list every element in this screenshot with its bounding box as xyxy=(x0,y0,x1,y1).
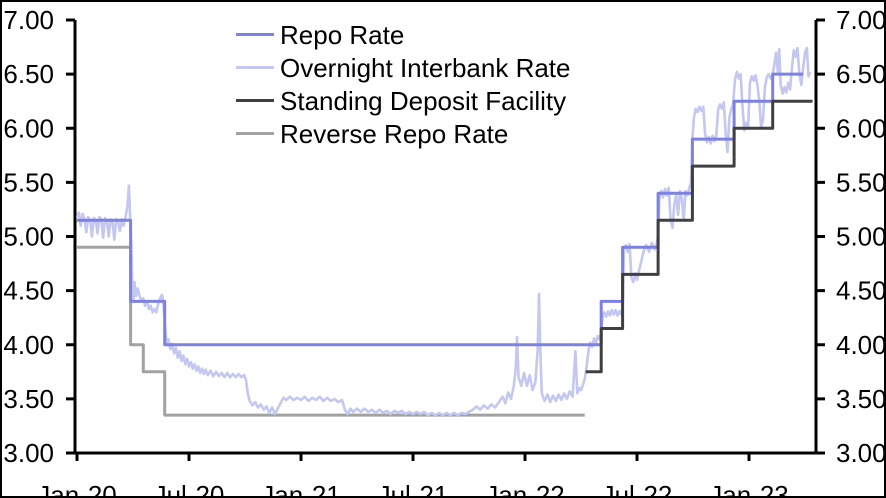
legend-label-repo-rate: Repo Rate xyxy=(280,19,405,50)
legend-label-overnight-interbank-rate: Overnight Interbank Rate xyxy=(280,52,571,83)
y-axis-label-right: 3.00 xyxy=(836,438,886,468)
y-axis-label-left: 6.50 xyxy=(3,59,54,89)
x-axis-label: Jan-22 xyxy=(485,480,565,498)
legend-item-repo-rate: Repo Rate xyxy=(236,18,571,51)
x-axis-label: Jul-20 xyxy=(154,480,225,498)
legend-item-overnight-interbank-rate: Overnight Interbank Rate xyxy=(236,51,571,84)
x-axis-label: Jan-21 xyxy=(261,480,341,498)
legend-line-swatch-repo-rate xyxy=(236,33,274,36)
legend-label-reverse-repo-rate: Reverse Repo Rate xyxy=(280,118,509,149)
x-axis-label: Jan-23 xyxy=(709,480,789,498)
legend: Repo Rate Overnight Interbank Rate Stand… xyxy=(236,18,571,150)
series-line-overnight-interbank-rate xyxy=(75,46,812,417)
y-axis-label-right: 5.50 xyxy=(836,167,886,197)
y-axis-label-left: 5.50 xyxy=(3,167,54,197)
legend-item-reverse-repo-rate: Reverse Repo Rate xyxy=(236,117,571,150)
y-axis-label-left: 6.00 xyxy=(3,113,54,143)
legend-line-swatch-standing-deposit-facility xyxy=(236,99,274,102)
legend-label-standing-deposit-facility: Standing Deposit Facility xyxy=(280,85,567,116)
y-axis-label-right: 7.00 xyxy=(836,5,886,35)
y-axis-label-left: 3.50 xyxy=(3,384,54,414)
y-axis-label-left: 4.00 xyxy=(3,330,54,360)
y-axis-label-right: 4.00 xyxy=(836,330,886,360)
legend-line-swatch-overnight-interbank-rate xyxy=(236,66,274,69)
y-axis-label-left: 7.00 xyxy=(3,5,54,35)
y-axis-label-left: 3.00 xyxy=(3,438,54,468)
y-axis-label-left: 5.00 xyxy=(3,222,54,252)
x-axis-label: Jul-22 xyxy=(602,480,673,498)
series-line-repo-rate xyxy=(77,72,804,347)
series-line-reverse-repo-rate xyxy=(77,245,585,417)
series-line-standing-deposit-facility xyxy=(585,99,813,374)
y-axis-label-right: 6.00 xyxy=(836,113,886,143)
y-axis-label-right: 6.50 xyxy=(836,59,886,89)
x-axis-label: Jul-21 xyxy=(378,480,449,498)
y-axis-label-left: 4.50 xyxy=(3,276,54,306)
y-axis-label-right: 3.50 xyxy=(836,384,886,414)
x-axis-label: Jan-20 xyxy=(37,480,117,498)
legend-line-swatch-reverse-repo-rate xyxy=(236,132,274,135)
y-axis-label-right: 4.50 xyxy=(836,276,886,306)
legend-item-standing-deposit-facility: Standing Deposit Facility xyxy=(236,84,571,117)
y-axis-label-right: 5.00 xyxy=(836,222,886,252)
